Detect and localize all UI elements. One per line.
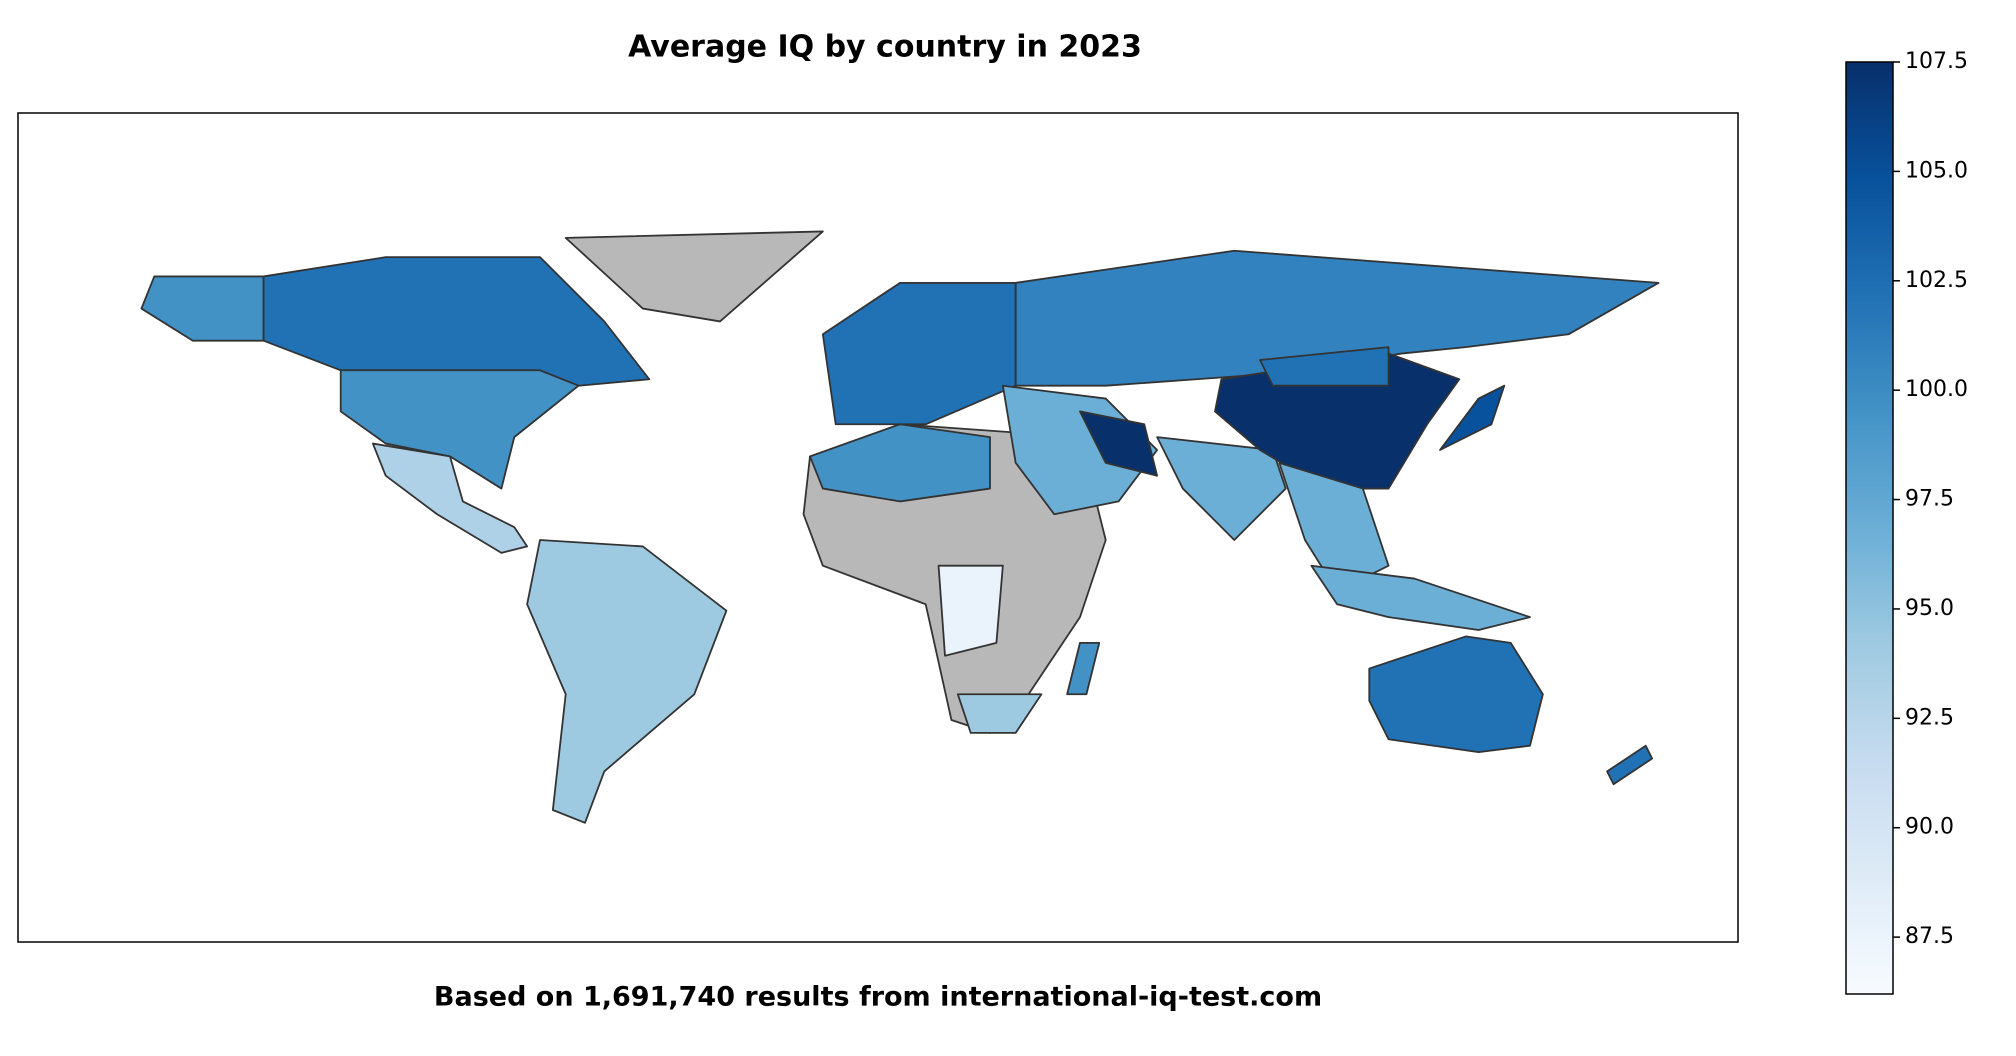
region <box>371 442 529 554</box>
colorbar-tick-label: 92.5 <box>1905 705 1954 730</box>
colorbar-tick-label: 90.0 <box>1905 815 1954 840</box>
region <box>140 275 265 342</box>
chart-title: Average IQ by country in 2023 <box>628 30 1142 65</box>
region <box>1001 384 1159 516</box>
map <box>140 230 1660 824</box>
colorbar-tick-label: 107.5 <box>1905 49 1968 74</box>
region <box>809 423 991 503</box>
colorbar-tick-label: 105.0 <box>1905 158 1968 183</box>
region <box>526 539 728 824</box>
region <box>262 256 651 387</box>
colorbar-tick-label: 97.5 <box>1905 487 1954 512</box>
colorbar-tick-label: 95.0 <box>1905 596 1954 621</box>
region <box>1014 249 1660 387</box>
colorbar-tick-label: 100.0 <box>1905 377 1968 402</box>
region <box>1368 635 1544 754</box>
caption: Based on 1,691,740 results from internat… <box>434 982 1322 1013</box>
region <box>1066 641 1101 696</box>
region <box>1259 346 1390 387</box>
colorbar-tick-label: 87.5 <box>1905 924 1954 949</box>
region <box>1310 564 1531 631</box>
colorbar-tick-label: 102.5 <box>1905 268 1968 293</box>
region <box>1156 436 1287 541</box>
region <box>1606 744 1654 786</box>
region <box>1439 384 1506 451</box>
region <box>937 564 1004 657</box>
region <box>339 369 580 490</box>
region <box>1214 352 1461 490</box>
region <box>564 230 824 323</box>
colorbar <box>1845 61 1894 995</box>
region <box>1079 410 1159 477</box>
region <box>956 693 1043 734</box>
